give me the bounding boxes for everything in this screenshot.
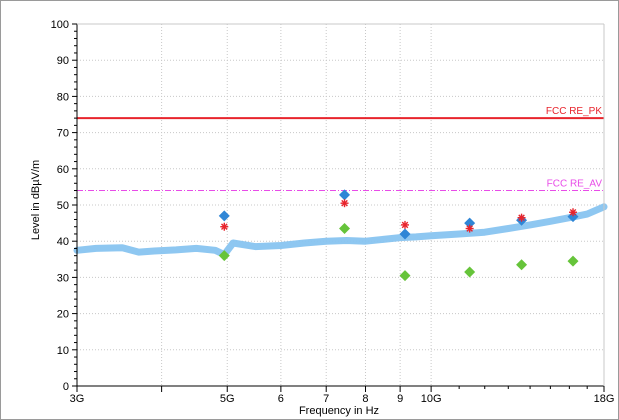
- diamond-marker: [399, 228, 411, 240]
- y-tick-label: 90: [57, 55, 69, 67]
- asterisk-stroke: [341, 199, 348, 207]
- asterisk-marker: [569, 208, 578, 217]
- y-axis-title: Level in dBµV/m: [30, 160, 42, 240]
- limit-label: FCC RE_AV: [547, 179, 603, 190]
- diamond-marker: [516, 259, 528, 271]
- asterisk-marker: [465, 224, 474, 233]
- y-tick-label: 40: [57, 236, 69, 248]
- asterisk-stroke: [220, 223, 228, 231]
- asterisk-stroke: [466, 225, 473, 232]
- diamond-marker: [218, 210, 230, 222]
- asterisk-stroke: [401, 221, 409, 229]
- y-tick-label: 60: [57, 164, 69, 176]
- x-tick-label: 5G: [220, 393, 235, 405]
- diamond-marker: [567, 211, 579, 223]
- asterisk-stroke: [518, 214, 525, 221]
- y-tick-label: 50: [57, 200, 69, 212]
- y-tick-label: 20: [57, 309, 69, 321]
- y-tick-label: 70: [57, 128, 69, 140]
- asterisk-marker: [220, 222, 229, 231]
- limit-lines: FCC RE_PK FCC RE_AV: [77, 106, 604, 192]
- x-tick-label: 6: [278, 393, 284, 405]
- final-markers: [218, 189, 579, 282]
- y-tick-label: 0: [63, 381, 69, 393]
- limit-label: FCC RE_PK: [546, 106, 602, 117]
- diamond-marker: [399, 270, 411, 282]
- diamond-marker: [339, 189, 351, 201]
- measurement-trace: [73, 203, 608, 259]
- asterisk-marker: [517, 213, 526, 222]
- x-tick-label: 10G: [421, 393, 442, 405]
- x-tick-label: 7: [323, 393, 329, 405]
- diamond-marker: [218, 250, 230, 262]
- y-tick-label: 10: [57, 345, 69, 357]
- y-tick-label: 30: [57, 272, 69, 284]
- x-tick-label: 18G: [594, 393, 615, 405]
- asterisk-stroke: [569, 208, 577, 216]
- x-tick-label: 3G: [70, 393, 85, 405]
- diamond-marker: [464, 266, 476, 278]
- asterisk-marker: [340, 199, 349, 208]
- x-tick-label: 8: [362, 393, 368, 405]
- axes: 0 10 20 30 40 50 60 70 80 90 100 3G 5G 6 7 8 9 10G 18G: [51, 19, 615, 405]
- y-tick-label: 80: [57, 91, 69, 103]
- x-tick-label: 9: [397, 393, 403, 405]
- diamond-marker: [339, 223, 351, 235]
- asterisk-marker: [400, 220, 409, 229]
- y-tick-label: 100: [51, 19, 69, 31]
- trace-line: [73, 203, 608, 259]
- grid: [77, 24, 604, 386]
- diamond-marker: [567, 255, 579, 267]
- x-axis-title: Frequency in Hz: [299, 405, 379, 417]
